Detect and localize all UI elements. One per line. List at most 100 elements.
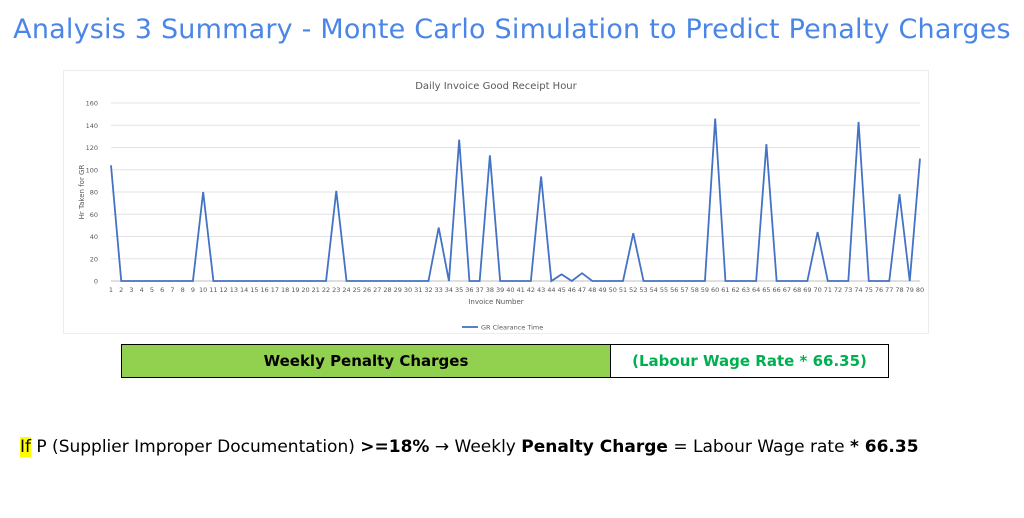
series-line-gr-clearance-time xyxy=(110,118,921,283)
y-tick-label: 60 xyxy=(90,211,98,219)
x-tick-label: 7 xyxy=(170,286,174,294)
rule-threshold: >=18% xyxy=(360,437,430,457)
x-tick-label: 77 xyxy=(885,286,893,294)
x-tick-label: 33 xyxy=(435,286,443,294)
x-tick-label: 14 xyxy=(240,286,248,294)
x-tick-label: 18 xyxy=(281,286,289,294)
x-tick-label: 59 xyxy=(701,286,709,294)
x-tick-label: 55 xyxy=(660,286,668,294)
x-tick-label: 71 xyxy=(824,286,832,294)
x-tick-label: 2 xyxy=(119,286,123,294)
x-tick-label: 47 xyxy=(578,286,586,294)
rule-condition: P (Supplier Improper Documentation) xyxy=(31,437,361,457)
x-tick-label: 70 xyxy=(813,286,821,294)
x-tick-label: 66 xyxy=(772,286,780,294)
x-tick-label: 54 xyxy=(650,286,658,294)
x-tick-label: 27 xyxy=(373,286,381,294)
x-tick-label: 11 xyxy=(209,286,217,294)
x-tick-label: 75 xyxy=(865,286,873,294)
x-tick-label: 1 xyxy=(109,286,113,294)
x-tick-label: 37 xyxy=(476,286,484,294)
x-tick-label: 79 xyxy=(906,286,914,294)
x-tick-label: 45 xyxy=(557,286,565,294)
penalty-rule: If P (Supplier Improper Documentation) >… xyxy=(20,437,1010,457)
y-tick-label: 140 xyxy=(86,122,98,130)
rule-equals-text: = Labour Wage rate xyxy=(667,437,850,457)
chart-title: Daily Invoice Good Receipt Hour xyxy=(415,81,577,92)
x-tick-label: 62 xyxy=(732,286,740,294)
slide-title: Analysis 3 Summary - Monte Carlo Simulat… xyxy=(13,14,1011,45)
x-tick-label: 58 xyxy=(691,286,699,294)
x-tick-label: 74 xyxy=(854,286,862,294)
x-tick-label: 29 xyxy=(394,286,402,294)
x-tick-label: 76 xyxy=(875,286,883,294)
x-tick-label: 65 xyxy=(762,286,770,294)
x-tick-label: 4 xyxy=(140,286,144,294)
y-axis-label: Hr Taken for GR xyxy=(78,165,86,220)
y-tick-label: 80 xyxy=(90,189,98,197)
line-chart: 0 20 40 60 80 100 120 140 160 1 2 3 4 5 6 7 8 9 10 11 12 13 14… xyxy=(63,70,929,334)
x-tick-label: 10 xyxy=(199,286,207,294)
x-tick-label: 13 xyxy=(230,286,238,294)
x-axis-label: Invoice Number xyxy=(468,298,523,306)
x-tick-label: 80 xyxy=(916,286,924,294)
rule-penalty-term: Penalty Charge xyxy=(521,437,668,457)
x-tick-label: 41 xyxy=(516,286,524,294)
x-tick-label: 34 xyxy=(445,286,453,294)
rule-arrow-text: → Weekly xyxy=(429,437,522,457)
x-tick-label: 28 xyxy=(383,286,391,294)
x-tick-label: 32 xyxy=(424,286,432,294)
penalty-label-cell: Weekly Penalty Charges xyxy=(122,345,611,377)
x-tick-label: 20 xyxy=(301,286,309,294)
penalty-value-cell: (Labour Wage Rate * 66.35) xyxy=(632,352,867,370)
x-tick-label: 8 xyxy=(181,286,185,294)
x-tick-label: 12 xyxy=(220,286,228,294)
x-tick-label: 16 xyxy=(260,286,268,294)
x-tick-label: 21 xyxy=(312,286,320,294)
x-tick-label: 42 xyxy=(527,286,535,294)
x-tick-label: 48 xyxy=(588,286,596,294)
x-tick-label: 19 xyxy=(291,286,299,294)
x-tick-label: 38 xyxy=(486,286,494,294)
x-tick-label: 61 xyxy=(721,286,729,294)
x-tick-label: 17 xyxy=(271,286,279,294)
x-tick-label: 56 xyxy=(670,286,678,294)
x-tick-label: 63 xyxy=(742,286,750,294)
if-keyword: If xyxy=(20,437,31,457)
x-tick-label: 6 xyxy=(160,286,164,294)
x-tick-label: 49 xyxy=(598,286,606,294)
x-tick-label: 3 xyxy=(129,286,133,294)
x-tick-label: 69 xyxy=(803,286,811,294)
x-tick-label: 36 xyxy=(465,286,473,294)
rule-multiplier: * 66.35 xyxy=(849,437,919,457)
x-tick-label: 26 xyxy=(363,286,371,294)
x-tick-label: 22 xyxy=(322,286,330,294)
x-tick-label: 57 xyxy=(680,286,688,294)
x-tick-label: 46 xyxy=(568,286,576,294)
x-tick-label: 43 xyxy=(537,286,545,294)
x-tick-label: 68 xyxy=(793,286,801,294)
x-tick-label: 51 xyxy=(619,286,627,294)
x-tick-label: 23 xyxy=(332,286,340,294)
x-tick-label: 5 xyxy=(150,286,154,294)
x-tick-label: 73 xyxy=(844,286,852,294)
x-tick-label: 30 xyxy=(404,286,412,294)
x-tick-label: 25 xyxy=(353,286,361,294)
x-tick-label: 53 xyxy=(639,286,647,294)
y-tick-label: 100 xyxy=(86,166,98,174)
x-tick-label: 40 xyxy=(506,286,514,294)
legend-label: GR Clearance Time xyxy=(481,324,543,332)
x-tick-label: 9 xyxy=(191,286,195,294)
x-tick-label: 39 xyxy=(496,286,504,294)
y-tick-label: 40 xyxy=(90,233,98,241)
y-tick-label: 160 xyxy=(86,100,98,108)
y-tick-label: 0 xyxy=(94,278,98,286)
x-tick-label: 52 xyxy=(629,286,637,294)
x-tick-label: 60 xyxy=(711,286,719,294)
x-tick-label: 15 xyxy=(250,286,258,294)
x-tick-label: 78 xyxy=(895,286,903,294)
x-tick-label: 44 xyxy=(547,286,555,294)
x-tick-label: 31 xyxy=(414,286,422,294)
x-tick-label: 67 xyxy=(783,286,791,294)
